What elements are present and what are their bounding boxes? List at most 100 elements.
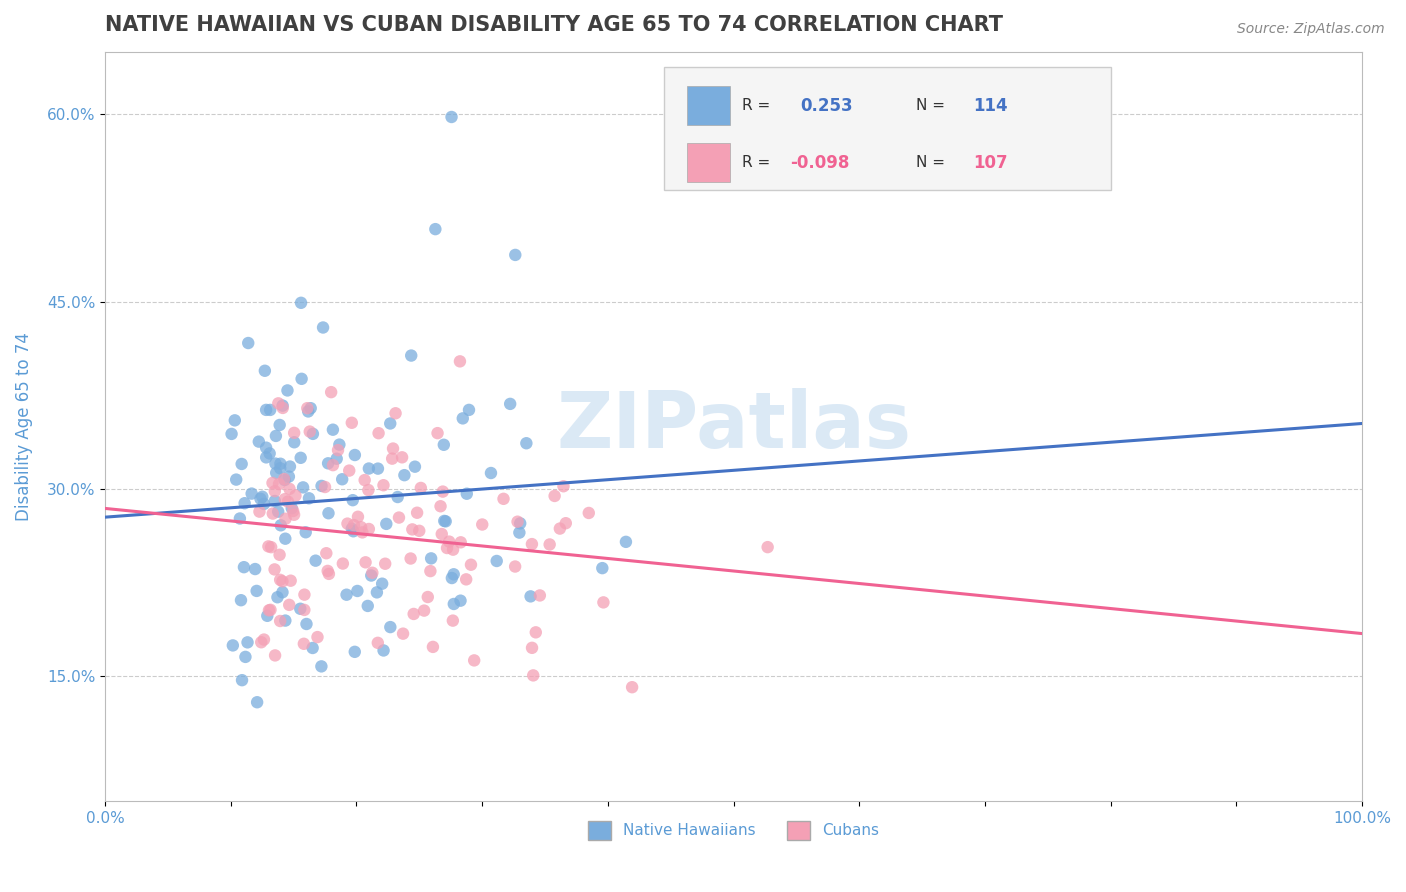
- Point: [380, 417, 402, 431]
- FancyBboxPatch shape: [665, 67, 1111, 190]
- Point: [322, 458, 344, 472]
- Point: [367, 636, 389, 650]
- Point: [391, 450, 413, 465]
- Point: [352, 525, 374, 540]
- Point: [262, 475, 284, 490]
- Point: [499, 397, 522, 411]
- Point: [229, 593, 252, 607]
- Point: [413, 604, 436, 618]
- Point: [357, 483, 380, 497]
- Point: [340, 416, 363, 430]
- Point: [257, 540, 280, 554]
- Point: [399, 349, 422, 363]
- Point: [346, 584, 368, 599]
- Point: [283, 425, 305, 440]
- Point: [361, 566, 384, 580]
- Point: [259, 446, 281, 460]
- Point: [328, 437, 350, 451]
- Point: [274, 492, 297, 507]
- Point: [292, 637, 315, 651]
- Point: [449, 354, 471, 368]
- Point: [553, 479, 575, 493]
- Point: [350, 520, 373, 534]
- Point: [315, 546, 337, 560]
- Point: [374, 557, 396, 571]
- Text: ZIPatlas: ZIPatlas: [555, 388, 911, 465]
- Point: [419, 564, 441, 578]
- Point: [443, 597, 465, 611]
- Point: [235, 649, 257, 664]
- Point: [433, 514, 456, 528]
- Point: [524, 625, 547, 640]
- Point: [316, 456, 339, 470]
- Point: [485, 554, 508, 568]
- Point: [456, 487, 478, 501]
- Point: [591, 561, 613, 575]
- Point: [335, 588, 357, 602]
- Point: [441, 542, 464, 557]
- Point: [307, 630, 329, 644]
- Point: [229, 511, 252, 525]
- FancyBboxPatch shape: [688, 144, 730, 182]
- Point: [425, 222, 447, 236]
- Point: [325, 451, 347, 466]
- Point: [276, 384, 298, 398]
- Point: [336, 516, 359, 531]
- Point: [367, 426, 389, 441]
- Point: [440, 571, 463, 585]
- Point: [246, 583, 269, 598]
- Point: [408, 524, 430, 538]
- Point: [256, 608, 278, 623]
- Point: [509, 516, 531, 531]
- Text: N =: N =: [915, 155, 945, 170]
- Point: [522, 668, 544, 682]
- Point: [283, 435, 305, 450]
- Point: [406, 506, 429, 520]
- Point: [264, 466, 287, 480]
- Text: 114: 114: [973, 96, 1008, 115]
- Point: [503, 559, 526, 574]
- Point: [262, 507, 284, 521]
- Text: 0.253: 0.253: [800, 96, 853, 115]
- Point: [342, 524, 364, 539]
- Text: Source: ZipAtlas.com: Source: ZipAtlas.com: [1237, 22, 1385, 37]
- Point: [367, 461, 389, 475]
- Point: [382, 442, 405, 456]
- Point: [243, 562, 266, 576]
- Point: [409, 481, 432, 495]
- Point: [312, 320, 335, 334]
- Point: [298, 491, 321, 506]
- Point: [384, 406, 406, 420]
- Point: [297, 404, 319, 418]
- Point: [375, 516, 398, 531]
- Point: [450, 593, 472, 607]
- Point: [353, 473, 375, 487]
- Point: [260, 540, 283, 554]
- Point: [304, 554, 326, 568]
- Point: [387, 490, 409, 504]
- Point: [270, 518, 292, 533]
- Point: [253, 632, 276, 647]
- Point: [399, 551, 422, 566]
- Point: [292, 480, 315, 494]
- Point: [342, 493, 364, 508]
- Point: [269, 417, 291, 432]
- Point: [271, 585, 294, 599]
- Point: [458, 403, 481, 417]
- Point: [254, 403, 277, 417]
- Point: [266, 591, 288, 605]
- Text: N =: N =: [915, 98, 945, 113]
- Point: [297, 401, 319, 416]
- Point: [267, 505, 290, 519]
- Point: [269, 457, 291, 471]
- Point: [422, 640, 444, 654]
- Point: [538, 537, 561, 551]
- Point: [340, 522, 363, 536]
- Point: [292, 603, 315, 617]
- Point: [299, 401, 322, 416]
- Point: [437, 534, 460, 549]
- Point: [280, 501, 302, 516]
- Point: [278, 598, 301, 612]
- Point: [264, 648, 287, 663]
- Text: 107: 107: [973, 153, 1008, 171]
